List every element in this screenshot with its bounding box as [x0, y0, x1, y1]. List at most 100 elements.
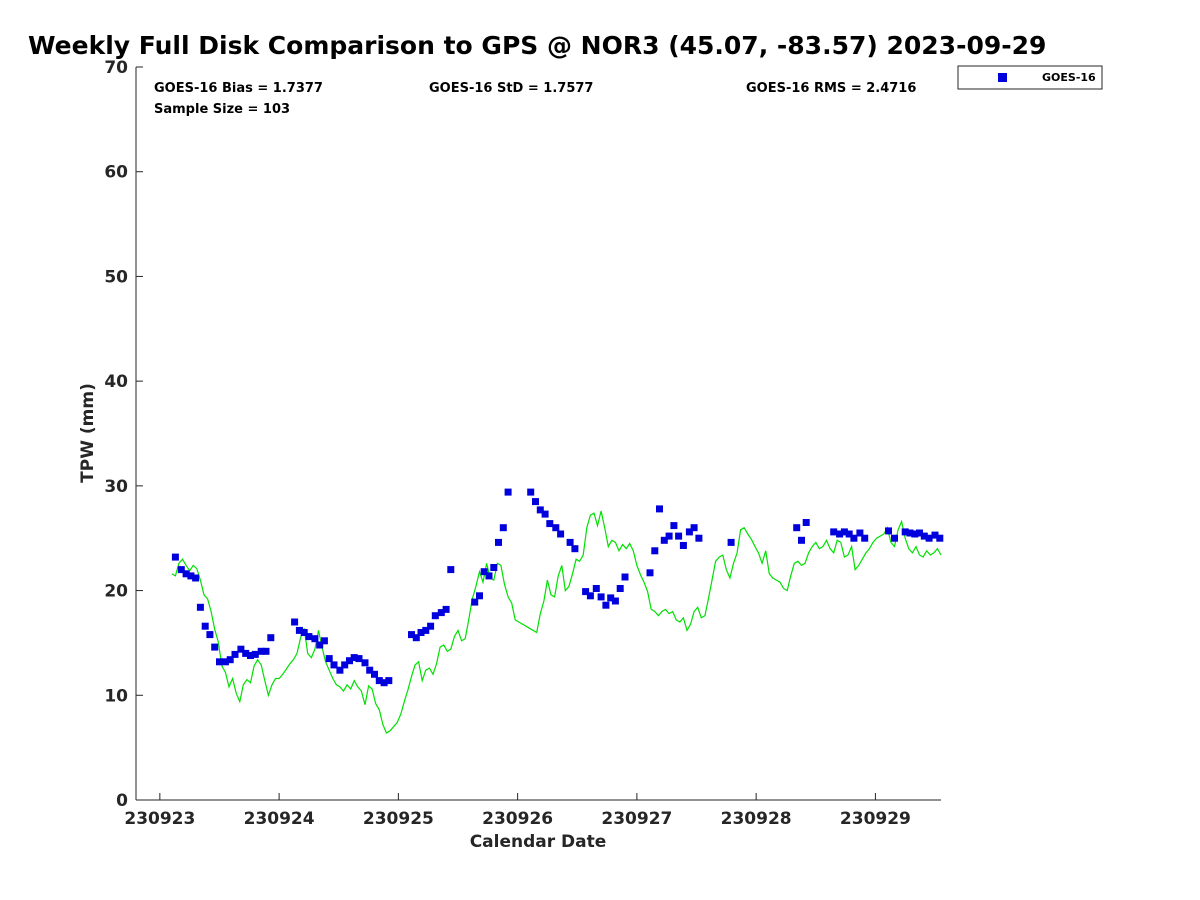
x-tick-label: 230926 [482, 809, 553, 829]
goes16-point [582, 588, 590, 596]
goes16-point [840, 528, 848, 536]
goes16-point [201, 622, 209, 630]
goes16-point [602, 601, 610, 609]
goes16-point [552, 524, 560, 532]
goes16-point [611, 597, 619, 605]
goes16-point [793, 524, 801, 532]
goes16-point [355, 655, 363, 663]
goes16-point [665, 532, 673, 540]
sample-size-stat: Sample Size = 103 [154, 102, 290, 117]
goes16-point [211, 643, 219, 651]
goes16-point [646, 569, 654, 577]
goes16-point [802, 519, 810, 526]
goes16-point [480, 568, 488, 576]
goes16-point [616, 585, 624, 592]
goes16-point [621, 573, 629, 581]
goes16-point [656, 505, 663, 513]
goes16-point [690, 524, 698, 532]
goes16-point [221, 658, 229, 666]
goes16-point [431, 612, 439, 620]
x-tick-label: 230923 [124, 809, 195, 829]
std-stat: GOES-16 StD = 1.7577 [429, 81, 593, 96]
goes16-point [336, 666, 344, 674]
chart-title: Weekly Full Disk Comparison to GPS @ NOR… [28, 31, 1046, 60]
goes16-point [177, 566, 185, 574]
x-tick-label: 230929 [840, 809, 911, 829]
goes16-point [171, 553, 179, 561]
goes16-point [257, 647, 265, 655]
goes16-point [247, 652, 254, 659]
goes16-point [920, 532, 928, 540]
goes16-point [262, 647, 270, 655]
goes16-point [885, 527, 892, 535]
goes16-point [660, 536, 668, 544]
goes16-point [237, 645, 245, 653]
goes16-point [607, 594, 615, 602]
y-tick-label: 60 [104, 163, 128, 183]
goes16-point [830, 528, 838, 536]
y-tick-label: 20 [104, 582, 128, 602]
x-tick-label: 230924 [244, 809, 315, 829]
goes16-point [856, 529, 864, 537]
y-axis-label: TPW (mm) [78, 383, 98, 483]
goes16-point [906, 529, 914, 537]
goes16-point [891, 534, 898, 542]
goes16-point [192, 574, 200, 582]
goes16-point [242, 649, 250, 657]
goes16-point [341, 661, 349, 669]
legend-box [957, 65, 1103, 90]
plot-background [136, 67, 941, 800]
y-axis-ticks: 0 10 20 30 40 50 60 70 [104, 58, 143, 811]
goes16-point [592, 585, 600, 592]
goes16-point [422, 626, 430, 634]
plot-area: 0 10 20 30 40 50 60 70 230923 230924 230925 230926… [104, 58, 944, 829]
y-tick-label: 50 [104, 267, 128, 287]
y-tick-label: 70 [104, 58, 128, 78]
goes16-point [485, 572, 493, 580]
goes16-point [557, 530, 565, 538]
goes16-point [350, 654, 358, 662]
goes16-point [187, 572, 195, 580]
goes16-point [901, 528, 909, 536]
y-tick-label: 30 [104, 477, 128, 497]
goes16-point [375, 677, 383, 685]
legend-marker [998, 73, 1007, 82]
goes16-point [226, 656, 234, 664]
goes16-point [216, 658, 223, 666]
x-axis-ticks: 230923 230924 230925 230926 230927 230928 2309… [124, 793, 911, 829]
goes16-point [495, 538, 502, 546]
goes16-point [566, 538, 574, 546]
goes16-point [320, 637, 328, 645]
goes16-point [231, 650, 239, 658]
goes16-point [437, 609, 445, 617]
goes16-point [597, 593, 605, 601]
goes16-point [471, 598, 479, 606]
x-tick-label: 230927 [601, 809, 672, 829]
gps-line-series [171, 510, 942, 734]
goes16-point [346, 657, 353, 665]
x-tick-label: 230928 [721, 809, 792, 829]
x-tick-label: 230925 [363, 809, 434, 829]
goes16-point [675, 532, 683, 540]
goes16-point [330, 661, 338, 669]
goes16-point [316, 641, 324, 649]
goes16-point [366, 666, 374, 674]
goes16-point [536, 506, 544, 514]
goes16-point [196, 603, 204, 611]
goes16-point [695, 534, 703, 542]
goes16-point [504, 488, 512, 496]
y-tick-label: 10 [104, 686, 128, 706]
goes16-point [476, 592, 483, 600]
goes16-point [385, 677, 393, 685]
goes16-point [305, 633, 313, 641]
goes16-point [267, 634, 275, 642]
goes16-point [412, 634, 420, 642]
goes16-point [727, 538, 735, 546]
goes16-point [311, 635, 319, 643]
goes16-point [925, 534, 933, 542]
goes16-point [447, 566, 455, 574]
goes16-point [182, 570, 190, 578]
goes16-point [408, 631, 415, 639]
x-axis-label: Calendar Date [470, 832, 607, 852]
